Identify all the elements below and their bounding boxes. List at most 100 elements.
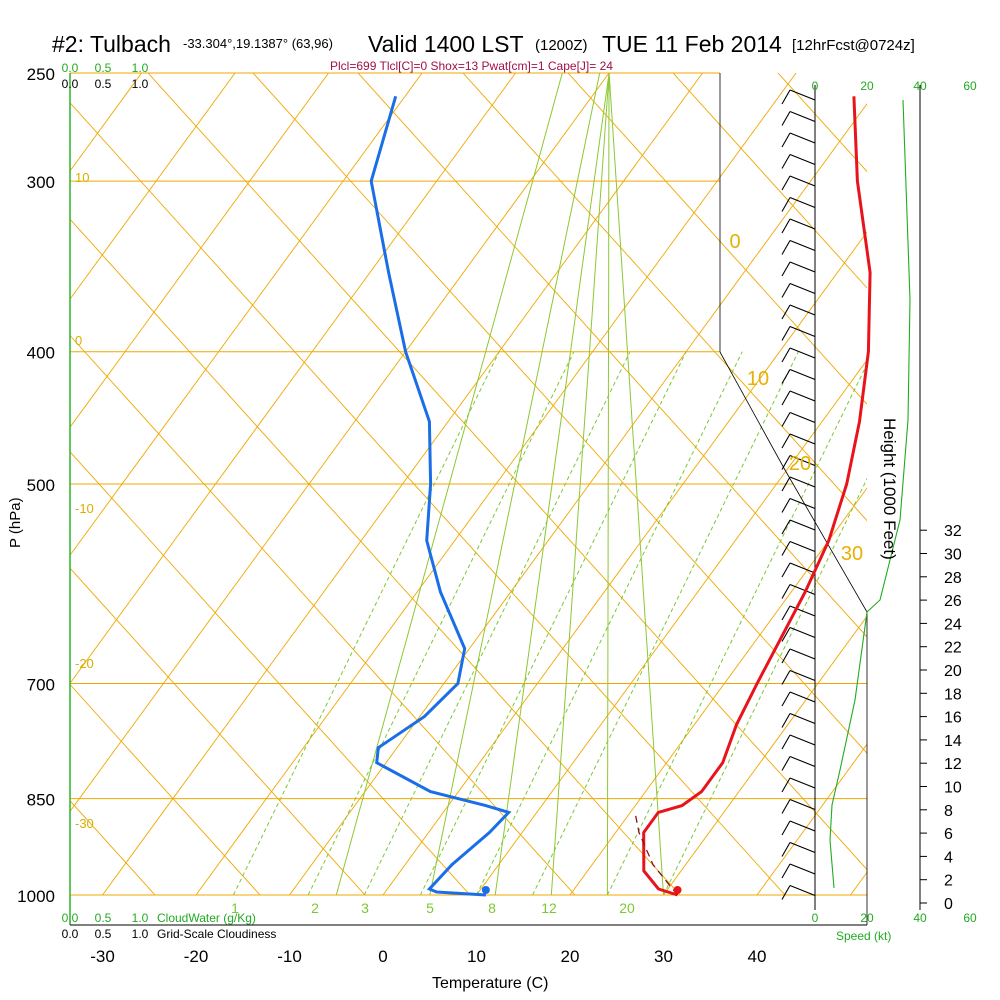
theta-label: 10 bbox=[75, 170, 89, 185]
cloudwater-tick-bottom: 0.0 bbox=[62, 911, 79, 925]
theta-label: -10 bbox=[75, 501, 94, 516]
cloudiness-tick-bottom: 0.5 bbox=[95, 927, 112, 941]
temperature-tick-label: -10 bbox=[277, 947, 302, 966]
mixing-ratio-line bbox=[363, 351, 631, 895]
wind-barb bbox=[789, 798, 816, 811]
sounding-series bbox=[369, 95, 872, 897]
wind-barb bbox=[789, 433, 816, 445]
cloudiness-tick-top: 0.0 bbox=[62, 77, 79, 91]
speed-axis-title: Speed (kt) bbox=[836, 929, 891, 943]
theta-label: 0 bbox=[75, 333, 82, 348]
height-tick-label: 24 bbox=[944, 616, 962, 633]
wind-barb-flag bbox=[781, 799, 791, 814]
dry-adiabat-line bbox=[70, 683, 261, 895]
moist-adiabat-line bbox=[429, 73, 601, 895]
speed-tick-bottom: 20 bbox=[860, 911, 874, 925]
wind-barb bbox=[789, 626, 816, 639]
wind-barb-flag bbox=[781, 218, 791, 234]
height-tick-label: 8 bbox=[944, 803, 953, 820]
moist-adiabats bbox=[335, 73, 664, 895]
dry-adiabat-line bbox=[567, 73, 867, 405]
mixing-ratio-line bbox=[476, 351, 743, 895]
wind-barb bbox=[789, 325, 816, 338]
wind-barb bbox=[789, 884, 816, 897]
wind-barbs bbox=[781, 89, 816, 900]
zulu-time: (1200Z) bbox=[535, 37, 588, 54]
plot-right-envelope bbox=[719, 351, 868, 925]
wind-barb bbox=[789, 583, 816, 596]
pressure-tick-label: 300 bbox=[27, 173, 55, 192]
mixing-ratio-label: 12 bbox=[541, 900, 557, 916]
wind-barb bbox=[789, 562, 816, 574]
wind-barb bbox=[789, 196, 816, 209]
stability-indices: Plcl=699 Tlcl[C]=0 Shox=13 Pwat[cm]=1 Ca… bbox=[330, 59, 613, 73]
wind-barb-flag bbox=[781, 476, 791, 492]
wind-barb bbox=[789, 712, 816, 725]
wind-barb-flag bbox=[781, 756, 791, 771]
speed-tick-bottom: 0 bbox=[812, 911, 819, 925]
wind-barb bbox=[789, 239, 816, 252]
pressure-tick-label: 1000 bbox=[17, 887, 55, 906]
wind-barb-flag bbox=[781, 132, 791, 148]
wind-barb-flag bbox=[781, 820, 791, 836]
wind-barb-flag bbox=[781, 261, 791, 277]
wind-barb bbox=[789, 734, 816, 746]
isobars bbox=[70, 72, 867, 896]
wind-barb bbox=[789, 497, 816, 510]
cloudiness-tick-top: 0.5 bbox=[95, 77, 112, 91]
wind-barb-flag bbox=[781, 498, 791, 513]
surface-temperature-point bbox=[673, 886, 682, 894]
speed-tick-top: 60 bbox=[963, 79, 977, 93]
wind-barb bbox=[789, 261, 816, 273]
valid-time: Valid 1400 LST bbox=[368, 31, 524, 57]
mixing-ratio-label: 5 bbox=[426, 900, 434, 916]
height-tick-label: 4 bbox=[944, 849, 953, 866]
height-tick-label: 20 bbox=[944, 663, 962, 680]
wind-speed-profile bbox=[829, 99, 911, 889]
wind-barb bbox=[789, 411, 816, 424]
temperature-tick-label: -30 bbox=[90, 947, 115, 966]
speed-tick-bottom: 60 bbox=[963, 911, 977, 925]
height-tick-label: 12 bbox=[944, 756, 962, 773]
wind-barb bbox=[789, 175, 816, 187]
mixing-ratio-label: 8 bbox=[488, 900, 496, 916]
wind-barb bbox=[789, 390, 816, 402]
height-tick-label: 22 bbox=[944, 640, 962, 657]
dry-adiabat-line bbox=[357, 73, 867, 638]
dry-adiabat-line bbox=[970, 53, 1000, 895]
isotherm-line bbox=[70, 73, 236, 300]
wind-barb-flag bbox=[781, 713, 791, 728]
height-tick-label: 16 bbox=[944, 710, 962, 727]
isotherm-line bbox=[569, 487, 867, 895]
height-tick-label: 14 bbox=[944, 733, 962, 750]
wind-barb-flag bbox=[781, 670, 791, 685]
cloudiness-tick-bottom: 0.0 bbox=[62, 927, 79, 941]
dry-adiabat-line bbox=[70, 567, 366, 895]
dry-adiabat-line bbox=[252, 73, 867, 754]
dewpoint-line bbox=[369, 95, 512, 897]
pressure-tick-label: 500 bbox=[27, 476, 55, 495]
theta-label: -20 bbox=[75, 656, 94, 671]
theta-label: -30 bbox=[75, 816, 94, 831]
wind-barb-flag bbox=[781, 627, 791, 642]
wind-barb-flag bbox=[781, 842, 791, 857]
height-tick-label: 26 bbox=[944, 593, 962, 610]
wind-barb-flag bbox=[781, 154, 791, 169]
wind-barb bbox=[789, 368, 816, 381]
wind-barb bbox=[789, 863, 816, 875]
wind-barb-flag bbox=[781, 283, 791, 298]
isotherm-line bbox=[756, 743, 867, 895]
parcel-line bbox=[634, 812, 679, 896]
wind-barb-flag bbox=[781, 89, 791, 105]
isotherm-line bbox=[70, 73, 329, 428]
wind-barb-flag bbox=[781, 885, 791, 900]
speed-tick-top: 20 bbox=[860, 79, 874, 93]
cloudwater-tick-bottom: 0.5 bbox=[95, 911, 112, 925]
wind-barb bbox=[789, 755, 816, 768]
mixing-ratio-label: 2 bbox=[311, 900, 319, 916]
wind-barb-flag bbox=[781, 197, 791, 212]
wind-barb-flag bbox=[781, 304, 791, 320]
moist-adiabat-line bbox=[550, 73, 610, 895]
wind-barb bbox=[789, 218, 816, 230]
